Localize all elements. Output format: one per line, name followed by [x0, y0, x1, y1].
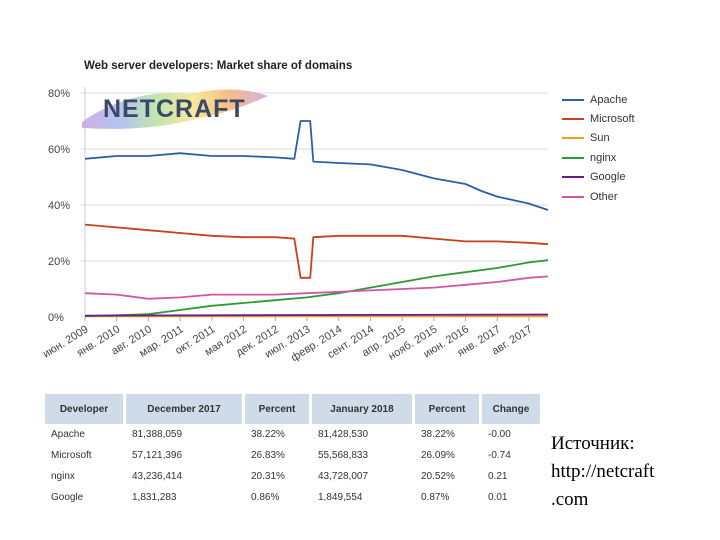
table-header-cell: Percent	[243, 394, 312, 424]
y-tick-label: 20%	[48, 256, 70, 268]
table-cell: 0.21	[480, 466, 543, 487]
chart-title: Web server developers: Market share of d…	[84, 60, 353, 72]
table-cell: 1,849,554	[310, 487, 415, 508]
legend-swatch	[562, 156, 584, 159]
y-tick-label: 0%	[48, 312, 64, 324]
legend-item-nginx: nginx	[562, 148, 635, 167]
legend-item-microsoft: Microsoft	[562, 109, 635, 128]
y-tick-label: 40%	[48, 200, 70, 212]
table-cell: 81,428,530	[310, 424, 415, 445]
market-share-table: Developer December 2017 Percent January …	[45, 394, 543, 508]
table-cell: 81,388,059	[124, 424, 245, 445]
legend-item-apache: Apache	[562, 90, 635, 109]
chart-legend: Apache Microsoft Sun nginx Google Other	[562, 90, 635, 206]
table-cell: 0.86%	[243, 487, 312, 508]
table-header-cell: Percent	[413, 394, 482, 424]
y-tick-label: 80%	[48, 88, 70, 100]
table-cell: 20.52%	[413, 466, 482, 487]
table-cell: 43,236,414	[124, 466, 245, 487]
table-cell: nginx	[45, 466, 126, 487]
series-line-nginx	[84, 259, 549, 318]
legend-swatch	[562, 137, 584, 140]
table-row: Apache 81,388,059 38.22% 81,428,530 38.2…	[45, 424, 543, 445]
legend-item-sun: Sun	[562, 129, 635, 148]
legend-label: Google	[590, 171, 626, 184]
table-cell: Microsoft	[45, 445, 126, 466]
series-line-apache	[84, 120, 549, 211]
series-line-microsoft	[84, 223, 549, 279]
legend-label: Sun	[590, 132, 610, 145]
source-link-domain[interactable]: .com	[551, 489, 589, 510]
y-tick-label: 60%	[48, 144, 70, 156]
table-row: Microsoft 57,121,396 26.83% 55,568,833 2…	[45, 445, 543, 466]
table-cell: Apache	[45, 424, 126, 445]
table-header-cell: December 2017	[124, 394, 245, 424]
netcraft-logo: NETCRAFT	[82, 89, 268, 129]
table-cell: 0.87%	[413, 487, 482, 508]
table-cell: -0.74	[480, 445, 543, 466]
table-cell: 20.31%	[243, 466, 312, 487]
table-cell: 55,568,833	[310, 445, 415, 466]
series-line-other	[84, 275, 549, 300]
source-link[interactable]: http://netcraft	[551, 461, 655, 482]
table-cell: 26.09%	[413, 445, 482, 466]
legend-label: Apache	[590, 93, 628, 106]
source-caption: Источник: http://netcraft .com	[551, 430, 654, 514]
legend-label: Microsoft	[590, 113, 635, 126]
table-cell: 38.22%	[413, 424, 482, 445]
table-header-row: Developer December 2017 Percent January …	[45, 394, 543, 424]
table-cell: -0.00	[480, 424, 543, 445]
table-cell: 38.22%	[243, 424, 312, 445]
table-header-cell: Change	[480, 394, 543, 424]
table-cell: 57,121,396	[124, 445, 245, 466]
table-cell: 0.01	[480, 487, 543, 508]
table-header-cell: Developer	[45, 394, 126, 424]
legend-label: Other	[590, 190, 618, 203]
legend-label: nginx	[590, 151, 617, 164]
legend-item-google: Google	[562, 168, 635, 187]
legend-swatch	[562, 195, 584, 198]
table-cell: 43,728,007	[310, 466, 415, 487]
table-row: Google 1,831,283 0.86% 1,849,554 0.87% 0…	[45, 487, 543, 508]
table-cell: 26.83%	[243, 445, 312, 466]
legend-swatch	[562, 118, 584, 121]
table-header-cell: January 2018	[310, 394, 415, 424]
table-cell: Google	[45, 487, 126, 508]
legend-swatch	[562, 176, 584, 179]
table-cell: 1,831,283	[124, 487, 245, 508]
table-row: nginx 43,236,414 20.31% 43,728,007 20.52…	[45, 466, 543, 487]
legend-item-other: Other	[562, 187, 635, 206]
netcraft-logo-text: NETCRAFT	[103, 95, 246, 123]
source-label: Источник:	[551, 433, 635, 454]
legend-swatch	[562, 98, 584, 101]
series-line-google	[84, 313, 549, 317]
